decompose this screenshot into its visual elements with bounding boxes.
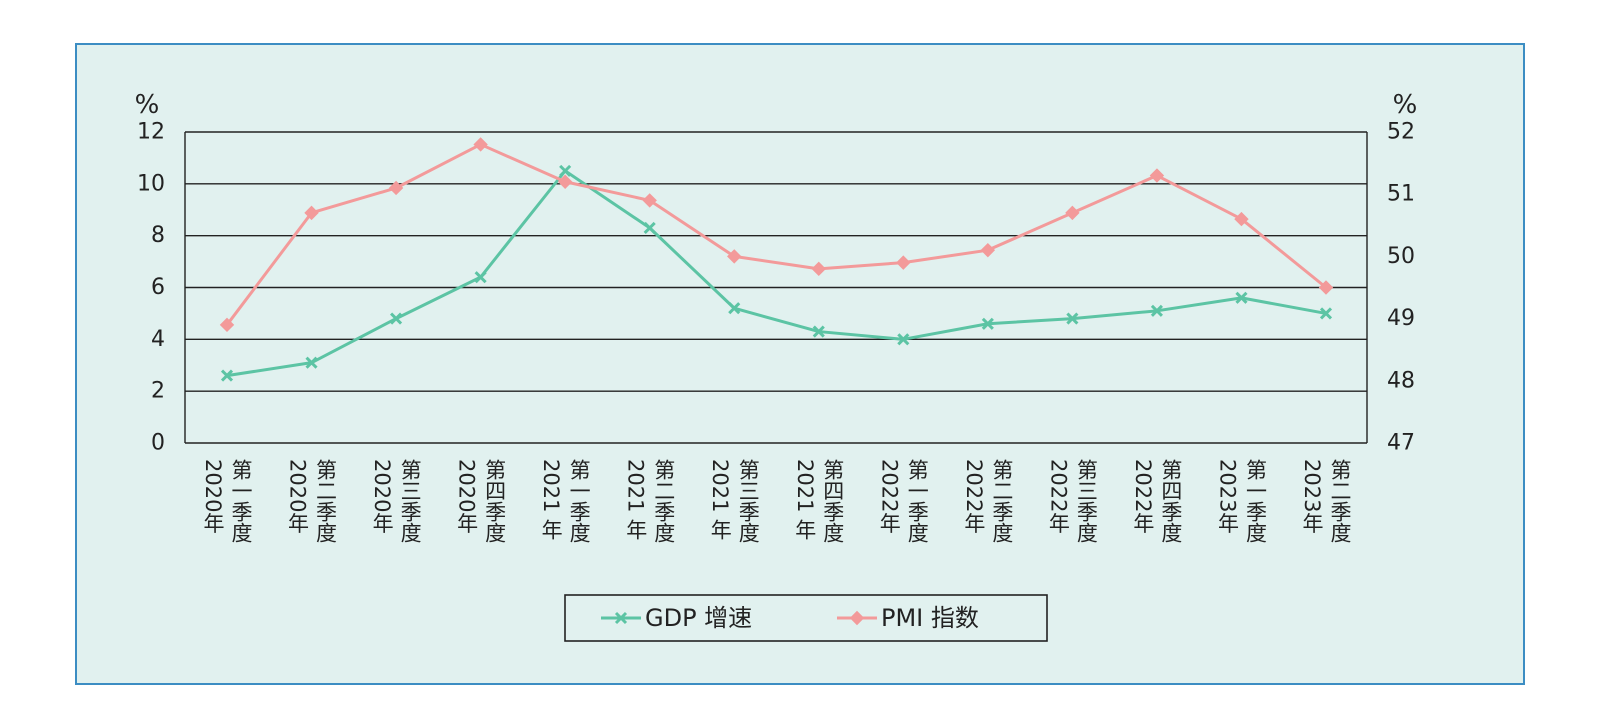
- x-tick-label: 第一季度: [905, 459, 929, 543]
- data-point: [643, 221, 656, 234]
- series-line-1: [226, 169, 1327, 378]
- data-point: [1234, 211, 1249, 227]
- right-tick-label: 47: [1387, 431, 1415, 456]
- x-tick-label: 2021 年: [624, 459, 648, 541]
- data-point: [304, 205, 319, 221]
- data-point: [388, 180, 404, 196]
- right-tick-label: 52: [1387, 120, 1415, 145]
- data-point: [473, 137, 488, 152]
- x-tick-label: 2020年: [455, 459, 479, 534]
- data-point: [980, 242, 996, 258]
- left-axis-unit: %: [135, 90, 160, 120]
- data-point: [896, 255, 911, 270]
- x-tick-label: 第二季度: [1328, 459, 1352, 543]
- x-tick-label: 2022年: [1131, 459, 1155, 534]
- x-tick-label: 第一季度: [567, 459, 591, 543]
- x-tick-label: 第二季度: [652, 459, 676, 543]
- legend-marker-2: [849, 610, 865, 626]
- left-tick-label: 8: [151, 223, 165, 248]
- right-axis-unit: %: [1393, 90, 1418, 120]
- left-tick-label: 10: [137, 171, 165, 196]
- data-point: [1235, 291, 1248, 304]
- x-tick-label: 2020年: [201, 459, 225, 534]
- x-tick-label: 第一季度: [229, 459, 253, 543]
- data-point: [897, 333, 910, 346]
- x-tick-label: 第四季度: [1159, 459, 1183, 543]
- x-tick-label: 2023年: [1300, 459, 1324, 534]
- data-point: [642, 193, 657, 208]
- x-tick-label: 第一季度: [1243, 459, 1267, 543]
- data-point: [1150, 304, 1163, 317]
- x-tick-label: 2020年: [286, 459, 310, 534]
- data-point: [1149, 168, 1165, 183]
- data-point: [474, 271, 487, 284]
- chart-frame: 0 2 4 6 8 10 12 47 48 49 50 51 52%% 2020年 第一季度 2020年 第二季…: [75, 43, 1525, 685]
- legend-box: [564, 594, 1048, 642]
- legend-label-1: GDP 增速: [645, 604, 752, 632]
- data-point: [1318, 280, 1334, 295]
- legend-marker-1: [614, 611, 628, 625]
- left-tick-label: 4: [151, 327, 165, 352]
- data-point: [220, 369, 234, 382]
- right-tick-label: 50: [1387, 244, 1415, 269]
- x-tick-label: 第四季度: [821, 459, 845, 543]
- data-point: [728, 302, 741, 315]
- x-tick-label: 2022年: [1046, 459, 1070, 534]
- data-point: [811, 261, 826, 277]
- data-point: [812, 325, 825, 338]
- x-tick-label: 第三季度: [1074, 459, 1098, 543]
- left-tick-label: 12: [137, 120, 165, 145]
- x-tick-label: 2023年: [1215, 459, 1239, 534]
- x-tick-label: 2022年: [962, 459, 986, 534]
- x-tick-label: 第三季度: [736, 459, 760, 543]
- x-tick-label: 2021 年: [539, 459, 563, 541]
- x-tick-label: 第三季度: [398, 459, 422, 543]
- series-line-2: [225, 142, 1327, 326]
- data-point: [727, 249, 742, 264]
- x-tick-label: 第二季度: [990, 459, 1014, 543]
- data-point: [1066, 312, 1079, 325]
- data-point: [1065, 205, 1080, 221]
- data-point: [390, 312, 403, 325]
- legend-label-2: PMI 指数: [881, 604, 979, 632]
- left-tick-label: 6: [151, 275, 165, 300]
- left-tick-label: 2: [151, 379, 165, 404]
- data-point: [981, 317, 994, 330]
- x-tick-label: 第四季度: [483, 459, 507, 543]
- x-tick-label: 2020年: [370, 459, 394, 534]
- data-point: [305, 356, 318, 369]
- data-point: [559, 164, 572, 177]
- x-tick-label: 2022年: [877, 459, 901, 534]
- data-point: [557, 174, 573, 189]
- right-tick-label: 49: [1387, 306, 1415, 331]
- x-tick-label: 第二季度: [314, 459, 338, 543]
- x-tick-label: 2021 年: [793, 459, 817, 541]
- data-point: [219, 317, 235, 333]
- x-tick-label: 2021 年: [708, 459, 732, 541]
- data-point: [1319, 307, 1333, 320]
- right-tick-label: 48: [1387, 368, 1415, 393]
- left-tick-label: 0: [151, 431, 165, 456]
- right-tick-label: 51: [1387, 182, 1415, 207]
